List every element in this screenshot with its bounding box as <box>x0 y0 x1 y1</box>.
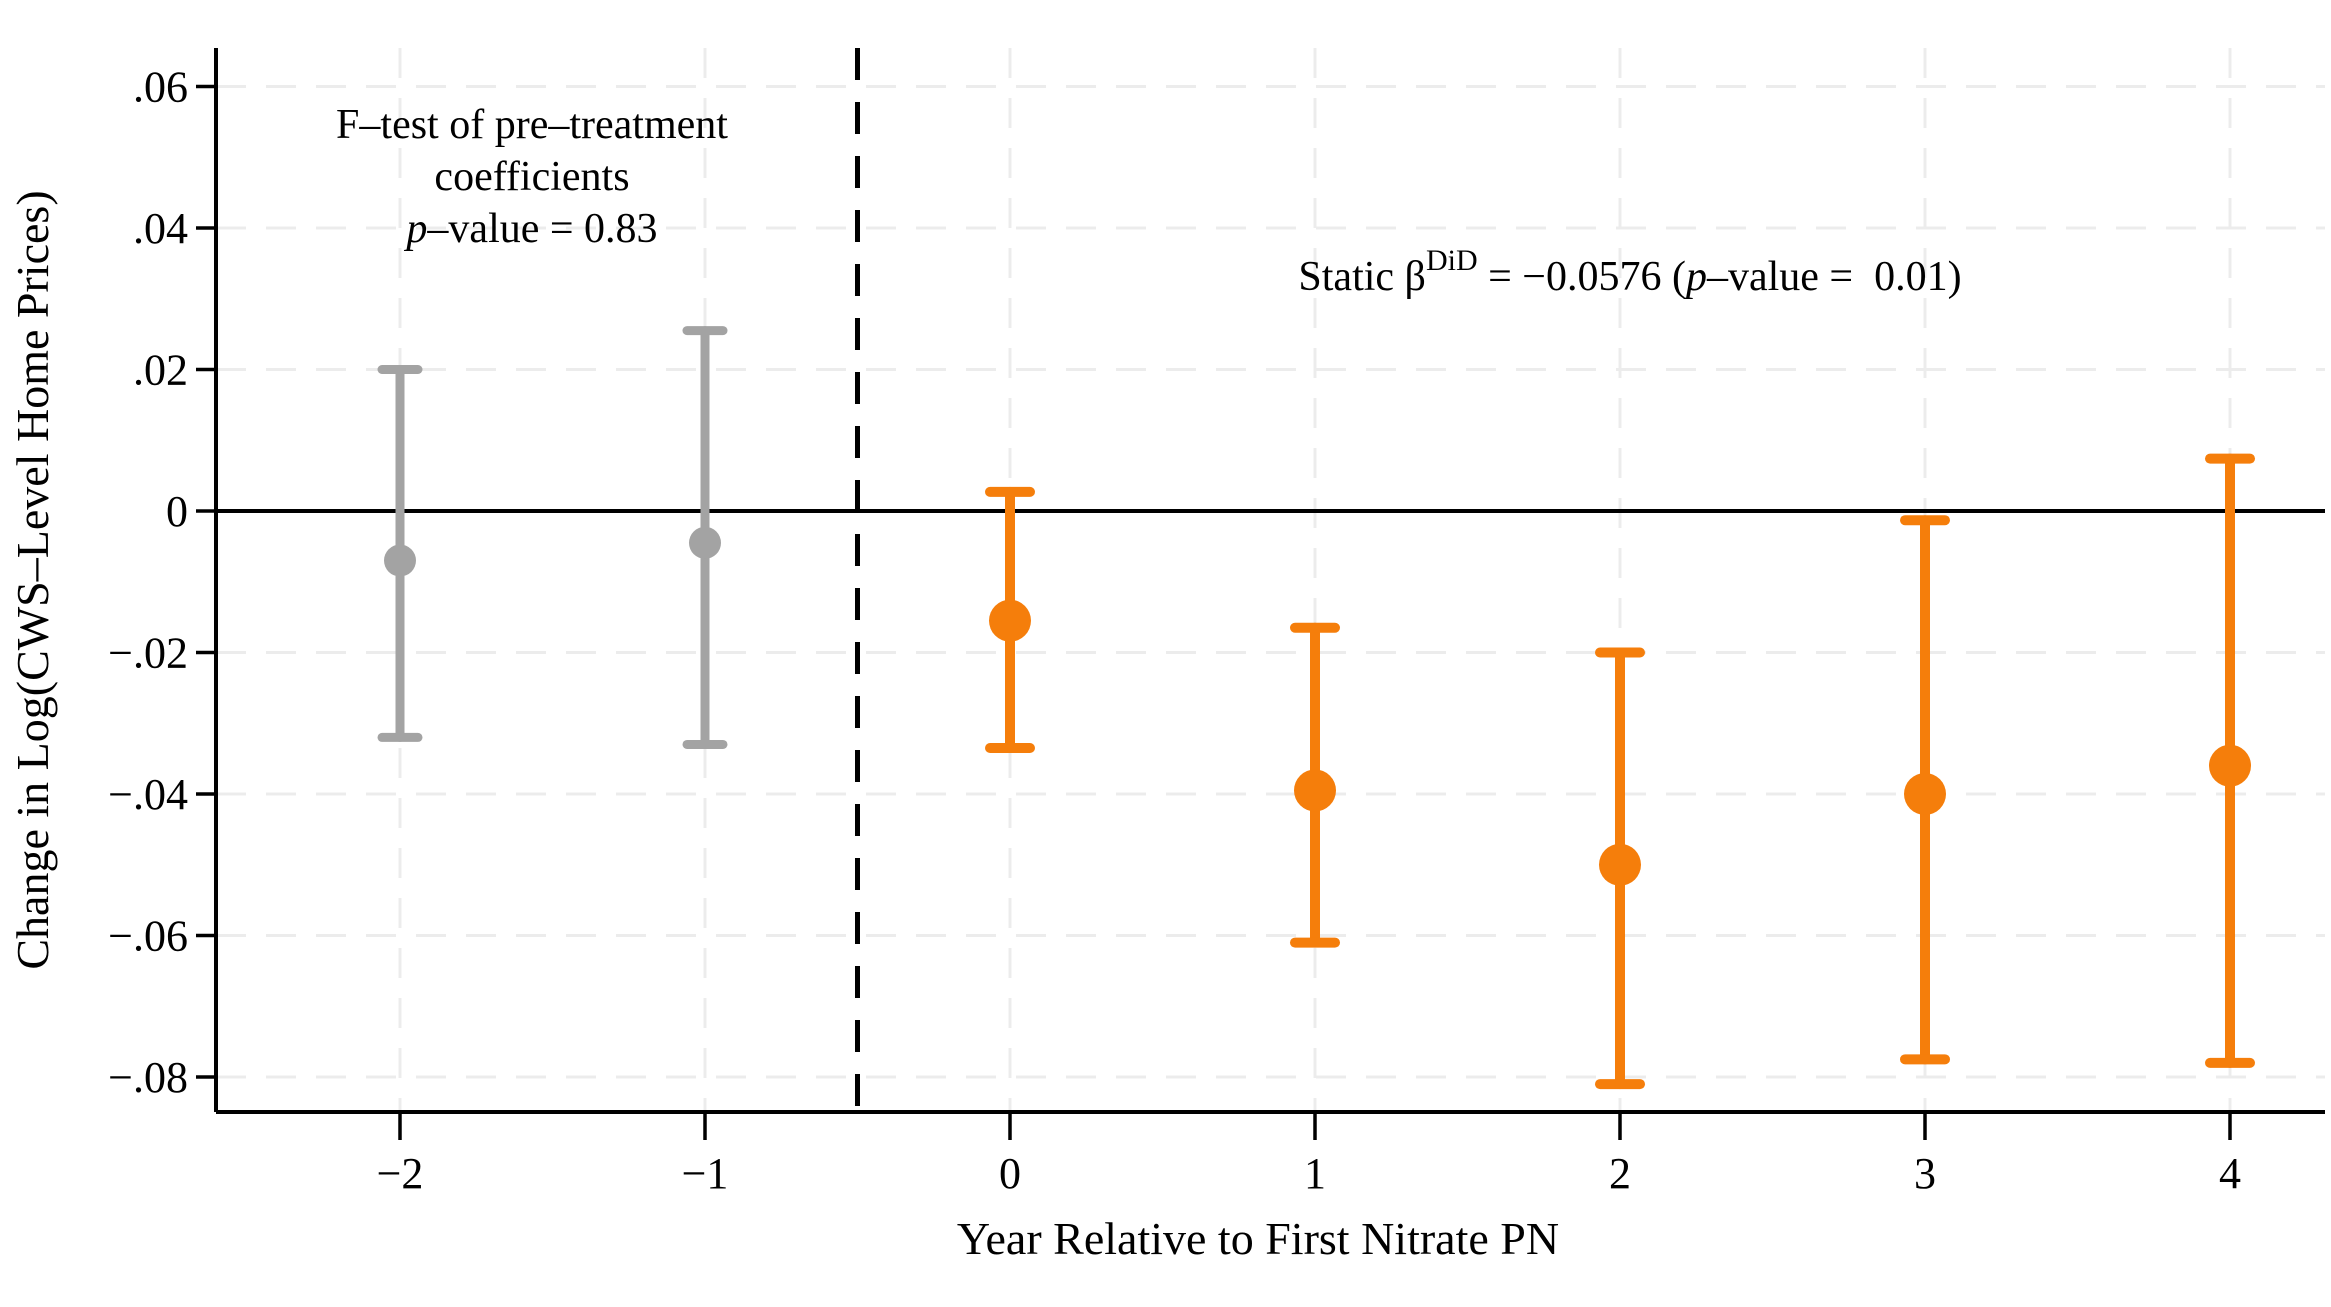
coefficient-point-group <box>2205 453 2255 1068</box>
y-tick-label: .04 <box>133 204 188 253</box>
coefficient-point-group <box>985 486 1035 754</box>
y-tick-label: −.06 <box>108 912 188 961</box>
x-tick-label: −1 <box>682 1149 729 1198</box>
y-tick-label: .02 <box>133 346 188 395</box>
coefficient-marker <box>2209 744 2251 787</box>
y-tick-label: .06 <box>133 63 188 112</box>
coefficient-marker <box>1904 773 1946 815</box>
coefficient-point-group <box>377 365 423 742</box>
coefficient-marker <box>1599 843 1641 886</box>
x-tick-label: 3 <box>1914 1149 1936 1198</box>
coefficient-marker <box>989 599 1031 642</box>
y-tick-label: −.08 <box>108 1053 188 1102</box>
x-axis-title: Year Relative to First Nitrate PN <box>957 1213 1559 1264</box>
pretest-note-line2: coefficients <box>434 154 629 200</box>
coefficient-marker <box>1294 769 1336 812</box>
x-tick-label: −2 <box>377 1149 424 1198</box>
static-did-note: Static βDiD = −0.0576 (p–value = 0.01) <box>1298 244 1961 300</box>
coefficient-point-group <box>682 326 728 749</box>
coefficient-point-group <box>1290 622 1340 948</box>
x-tick-label: 1 <box>1304 1149 1326 1198</box>
pretest-note-line1: F–test of pre–treatment <box>336 102 728 148</box>
x-tick-label: 4 <box>2219 1149 2241 1198</box>
coefficient-point-group <box>1595 647 1645 1090</box>
coefficient-marker <box>384 544 416 577</box>
y-tick-label: −.04 <box>108 770 188 819</box>
y-tick-label: 0 <box>166 487 188 536</box>
coefficient-point-group <box>1900 515 1950 1065</box>
y-tick-label: −.02 <box>108 629 188 678</box>
pretest-note-line3: p–value = 0.83 <box>403 206 657 252</box>
x-tick-label: 2 <box>1609 1149 1631 1198</box>
coefficient-marker <box>689 526 721 559</box>
x-tick-label: 0 <box>999 1149 1021 1198</box>
y-axis-title: Change in Log(CWS–Level Home Prices) <box>7 190 58 969</box>
